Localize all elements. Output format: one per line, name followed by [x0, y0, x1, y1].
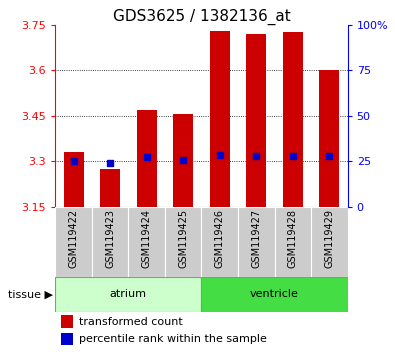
Bar	[311, 207, 348, 277]
Bar	[92, 207, 128, 277]
Title: GDS3625 / 1382136_at: GDS3625 / 1382136_at	[113, 8, 290, 25]
Bar	[55, 207, 92, 277]
Bar	[319, 70, 339, 207]
Bar	[165, 207, 201, 277]
Bar	[173, 114, 193, 207]
Text: GSM119426: GSM119426	[215, 209, 225, 268]
Bar	[128, 207, 165, 277]
Bar	[201, 277, 348, 312]
Bar	[210, 31, 230, 207]
Text: GSM119429: GSM119429	[324, 209, 334, 268]
Bar	[201, 207, 238, 277]
Text: GSM119422: GSM119422	[69, 209, 79, 268]
Bar	[275, 207, 311, 277]
Bar	[283, 32, 303, 207]
Bar	[61, 333, 73, 345]
Bar	[137, 110, 157, 207]
Bar	[64, 152, 84, 207]
Text: percentile rank within the sample: percentile rank within the sample	[79, 334, 267, 344]
Bar	[61, 315, 73, 328]
Bar	[246, 34, 266, 207]
Text: GSM119423: GSM119423	[105, 209, 115, 268]
Bar	[100, 169, 120, 207]
Text: transformed count: transformed count	[79, 317, 182, 327]
Text: GSM119424: GSM119424	[142, 209, 152, 268]
Text: tissue ▶: tissue ▶	[8, 290, 53, 299]
Text: GSM119425: GSM119425	[178, 209, 188, 268]
Text: GSM119428: GSM119428	[288, 209, 298, 268]
Bar	[238, 207, 275, 277]
Text: atrium: atrium	[110, 290, 147, 299]
Bar	[55, 277, 201, 312]
Text: GSM119427: GSM119427	[251, 209, 261, 268]
Text: ventricle: ventricle	[250, 290, 299, 299]
